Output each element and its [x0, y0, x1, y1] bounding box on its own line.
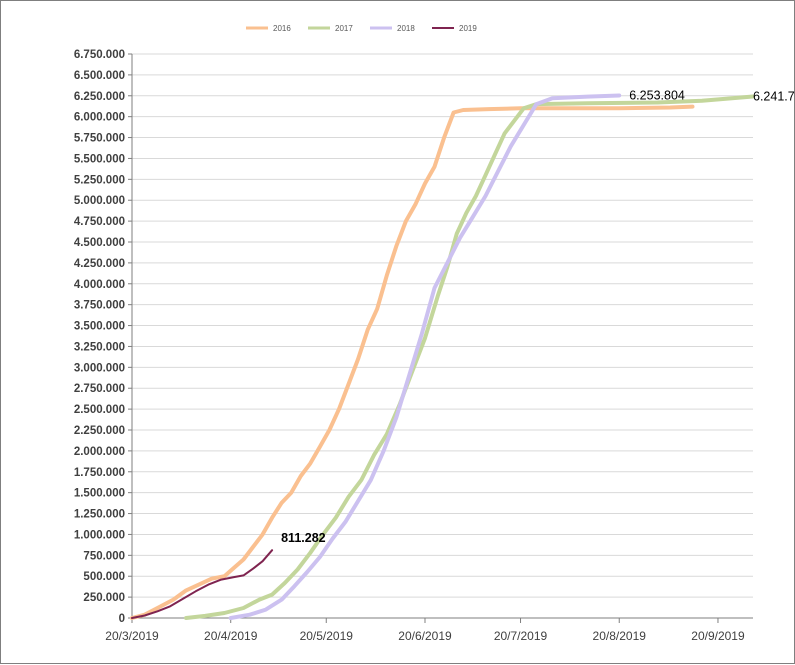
x-tick-label: 20/3/2019 [105, 629, 159, 643]
y-tick-label: 1.000.000 [74, 529, 125, 541]
x-tick-label: 20/4/2019 [204, 629, 258, 643]
legend: 2016 2017 2018 2019 [246, 24, 477, 33]
legend-label-2019: 2019 [459, 24, 477, 33]
y-tick-label: 5.750.000 [74, 133, 125, 145]
y-tick-label: 3.500.000 [74, 321, 125, 333]
y-tick-label: 4.250.000 [74, 258, 125, 270]
data-labels: 811.282 6.253.804 6.241.795 [281, 88, 795, 545]
legend-label-2016: 2016 [273, 24, 291, 33]
gridlines [132, 53, 753, 598]
series-line-2019 [131, 549, 274, 619]
y-tick-label: 2.750.000 [74, 383, 125, 395]
data-label-2017: 6.241.795 [753, 89, 795, 103]
y-tick-label: 5.250.000 [74, 174, 125, 186]
x-tick-label: 20/5/2019 [300, 629, 354, 643]
y-tick-label: 500.000 [83, 571, 125, 583]
y-tick-label: 5.000.000 [74, 195, 125, 207]
y-tick-label: 4.500.000 [74, 237, 125, 249]
data-label-2019: 811.282 [281, 531, 326, 545]
x-tick-label: 20/6/2019 [398, 629, 452, 643]
y-tick-label: 2.250.000 [74, 425, 125, 437]
y-tick-label: 6.750.000 [74, 49, 125, 61]
y-tick-label: 2.500.000 [74, 404, 125, 416]
y-tick-label: 1.500.000 [74, 488, 125, 500]
legend-label-2018: 2018 [397, 24, 415, 33]
y-tick-label: 250.000 [83, 592, 125, 604]
x-tick-label: 20/9/2019 [691, 629, 745, 643]
series-line-2017 [184, 94, 755, 620]
x-tick-label: 20/7/2019 [494, 629, 548, 643]
y-tick-label: 5.500.000 [74, 153, 125, 165]
series-line-2016 [130, 104, 695, 620]
y-tick-label: 750.000 [83, 550, 125, 562]
x-axis-ticks: 20/3/2019 20/4/2019 20/5/2019 20/6/2019 20/7… [105, 618, 745, 643]
y-tick-label: 4.750.000 [74, 216, 125, 228]
y-tick-label: 0 [119, 613, 125, 625]
legend-label-2017: 2017 [335, 24, 353, 33]
y-tick-label: 6.500.000 [74, 70, 125, 82]
y-axis-ticks: 0 250.000 500.000 750.000 1.000.000 1.250.000… [74, 49, 132, 625]
y-tick-label: 3.250.000 [74, 341, 125, 353]
y-tick-label: 3.750.000 [74, 300, 125, 312]
y-tick-label: 4.000.000 [74, 279, 125, 291]
y-tick-label: 3.000.000 [74, 362, 125, 374]
series-lines [130, 93, 755, 620]
y-tick-label: 2.000.000 [74, 446, 125, 458]
y-tick-label: 6.000.000 [74, 112, 125, 124]
data-label-2018: 6.253.804 [629, 88, 685, 102]
y-tick-label: 1.750.000 [74, 467, 125, 479]
x-tick-label: 20/8/2019 [593, 629, 647, 643]
series-line-2018 [228, 93, 622, 620]
y-tick-label: 6.250.000 [74, 91, 125, 103]
y-tick-label: 1.250.000 [74, 509, 125, 521]
